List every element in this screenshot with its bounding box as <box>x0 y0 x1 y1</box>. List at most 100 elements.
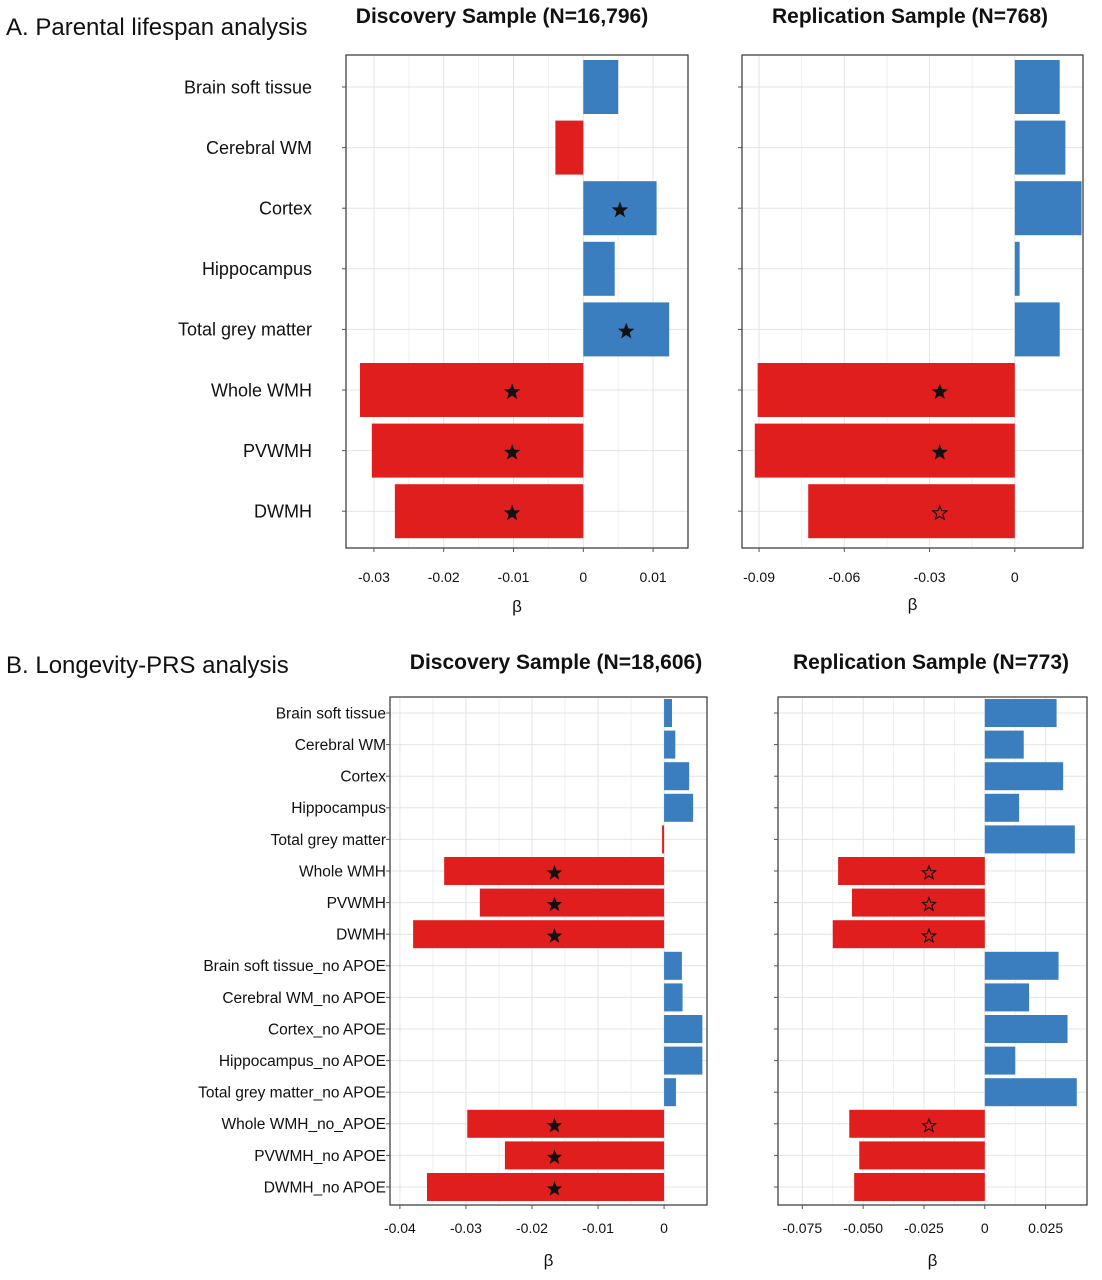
category-label: Cortex <box>259 199 312 219</box>
bar <box>504 1141 665 1170</box>
bar <box>664 983 683 1012</box>
category-label: Cortex_no APOE <box>268 1021 386 1038</box>
category-label: Total grey matter <box>271 832 386 849</box>
bar <box>984 983 1030 1012</box>
bar <box>1014 241 1020 296</box>
bar <box>984 699 1057 727</box>
bar <box>359 363 584 417</box>
bar <box>662 825 665 854</box>
star-outline-marker <box>920 864 938 880</box>
bar <box>838 857 985 885</box>
bar <box>984 951 1059 980</box>
bar <box>1014 60 1060 114</box>
x-tick-label: -0.02 <box>516 1220 548 1236</box>
x-tick-label: -0.01 <box>582 1220 614 1236</box>
bar <box>1014 120 1066 175</box>
star-filled-marker <box>503 443 521 460</box>
star-filled-marker <box>546 928 563 943</box>
star-filled-marker <box>931 443 948 460</box>
category-label: Cerebral WM_no APOE <box>222 990 386 1007</box>
bar <box>479 888 665 917</box>
bar <box>664 1015 703 1043</box>
x-axis-label: β <box>928 1251 938 1270</box>
x-tick-label: 0.01 <box>639 569 666 585</box>
bar <box>467 1109 665 1138</box>
bar <box>664 1046 703 1075</box>
bar <box>1014 181 1082 236</box>
panel-a-replication-title: Replication Sample (N=768) <box>771 5 1049 28</box>
category-label: Total grey matter_no APOE <box>198 1085 386 1102</box>
bar <box>394 484 584 539</box>
bar <box>583 241 615 296</box>
star-filled-marker <box>503 504 521 521</box>
star-outline-marker <box>920 1117 938 1133</box>
bar <box>808 484 1015 539</box>
category-label: Cerebral WM <box>206 138 312 158</box>
star-filled-marker <box>546 864 563 880</box>
bar <box>984 825 1075 854</box>
plot-frame <box>777 696 1088 1206</box>
bar <box>984 793 1020 822</box>
bar <box>984 762 1064 791</box>
x-tick-label: -0.03 <box>914 569 946 585</box>
x-tick-label: -0.03 <box>358 569 390 585</box>
bar <box>851 888 985 917</box>
category-label: Brain soft tissue_no APOE <box>203 958 386 975</box>
star-filled-marker <box>546 1117 563 1133</box>
bar <box>664 793 694 822</box>
bar <box>984 730 1024 759</box>
x-tick-label: -0.06 <box>828 569 860 585</box>
bar <box>854 1173 985 1201</box>
star-filled-marker <box>503 383 521 399</box>
category-label: PVWMH <box>327 895 386 912</box>
category-label: Hippocampus_no APOE <box>219 1053 386 1070</box>
star-filled-marker <box>546 1180 563 1196</box>
bar <box>664 951 682 980</box>
category-label: Whole WMH <box>299 863 386 880</box>
category-label: Total grey matter <box>178 320 312 340</box>
bar <box>984 1046 1016 1075</box>
bar <box>664 730 676 759</box>
x-tick-label: -0.02 <box>428 569 460 585</box>
x-tick-label: -0.01 <box>498 569 530 585</box>
x-tick-label: -0.04 <box>384 1220 416 1236</box>
star-outline-marker <box>931 504 949 521</box>
bar <box>757 363 1015 417</box>
category-label: PVWMH_no APOE <box>254 1148 386 1165</box>
bar <box>984 1015 1068 1043</box>
category-label: Brain soft tissue <box>276 705 386 722</box>
x-tick-label: -0.050 <box>843 1220 883 1236</box>
star-outline-marker <box>920 896 938 912</box>
star-filled-marker <box>546 1149 563 1164</box>
x-axis-label: β <box>908 595 918 614</box>
star-filled-marker <box>546 896 563 912</box>
category-label: Hippocampus <box>202 259 312 279</box>
category-label: Hippocampus <box>291 800 386 817</box>
category-label: DWMH <box>254 502 312 522</box>
bar <box>1014 302 1060 357</box>
bar <box>859 1141 985 1170</box>
category-label: Cerebral WM <box>295 737 386 754</box>
bar <box>849 1109 985 1138</box>
x-tick-label: -0.075 <box>782 1220 822 1236</box>
x-tick-label: 0 <box>981 1220 989 1236</box>
bar <box>426 1173 665 1201</box>
x-tick-label: 0 <box>579 569 587 585</box>
star-outline-marker <box>920 927 938 944</box>
category-label: Whole WMH <box>211 380 312 400</box>
bar <box>413 920 665 949</box>
category-label: DWMH_no APOE <box>264 1179 386 1196</box>
star-filled-marker <box>618 322 635 339</box>
x-tick-label: -0.03 <box>450 1220 482 1236</box>
star-filled-marker <box>611 201 629 218</box>
x-tick-label: 0.025 <box>1028 1220 1063 1236</box>
plot-frame <box>389 696 708 1206</box>
category-label: Cortex <box>340 769 386 786</box>
category-label: DWMH <box>336 927 386 944</box>
x-tick-label: -0.09 <box>743 569 775 585</box>
bar <box>664 1078 676 1107</box>
x-tick-label: 0 <box>1011 569 1019 585</box>
x-axis-label: β <box>544 1251 554 1270</box>
